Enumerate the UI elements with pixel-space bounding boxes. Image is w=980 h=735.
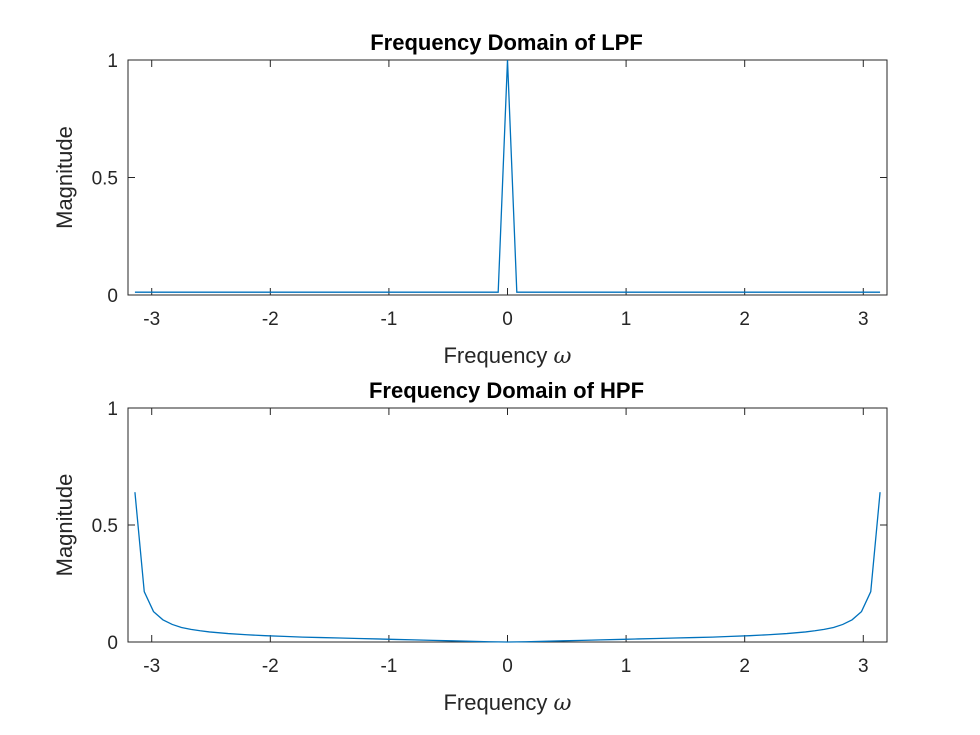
plot-frame [127,59,888,296]
series-line [134,59,881,293]
y-tick-label: 1 [107,399,118,420]
y-tick-label: 0.5 [92,516,118,537]
x-tick-label: 3 [858,656,869,677]
y-axis-label: Magnitude [52,126,77,229]
x-axis-label-text: Frequency [443,690,553,715]
x-axis-label-symbol: ω [554,344,572,369]
x-tick-label: 0 [502,309,513,330]
x-tick-label: 0 [502,656,513,677]
x-tick-label: 2 [739,656,750,677]
x-tick-label: -2 [262,656,279,677]
x-tick-label: -1 [380,656,397,677]
x-tick-label: 1 [621,656,632,677]
plot-frame [127,407,888,643]
x-tick-label: -3 [143,656,160,677]
x-axis-label: Frequency ω [443,690,571,716]
y-tick-label: 0.5 [92,169,118,190]
subplot-2: -3 -2 -1 0 1 2 3 0 0.5 1 Frequency Domain of HPF Fr… [52,378,888,716]
y-tick-label: 0 [107,286,118,307]
x-axis-label-text: Frequency [443,343,553,368]
x-tick-label: -1 [380,309,397,330]
x-tick-label: 1 [621,309,632,330]
x-tick-label: 2 [739,309,750,330]
chart-title: Frequency Domain of LPF [370,30,643,55]
y-tick-label: 1 [107,51,118,72]
chart-title: Frequency Domain of HPF [369,378,644,403]
x-tick-label: -2 [262,309,279,330]
series-line [134,492,881,643]
x-axis-label: Frequency ω [443,343,571,369]
subplot-1: -3 -2 -1 0 1 2 3 0 0.5 1 Frequency Domain of LPF Fr… [52,30,888,369]
y-axis-label: Magnitude [52,474,77,577]
x-tick-label: 3 [858,309,869,330]
y-tick-label: 0 [107,633,118,654]
x-tick-label: -3 [143,309,160,330]
x-axis-label-symbol: ω [554,691,572,716]
